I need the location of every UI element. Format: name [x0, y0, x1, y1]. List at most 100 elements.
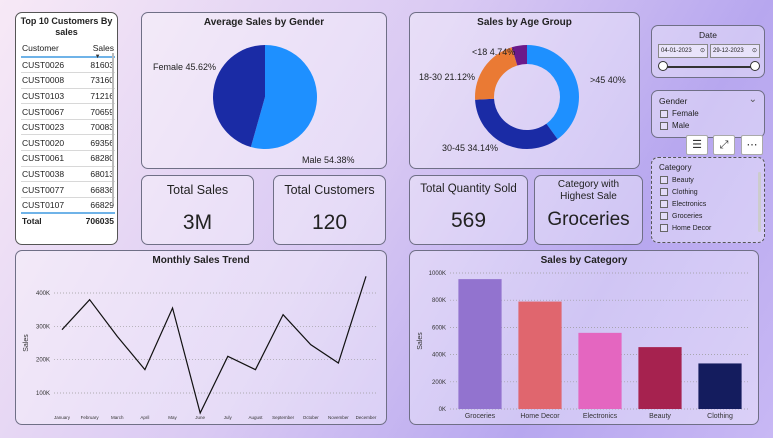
table-row[interactable]: CUST0026 81603 [21, 57, 115, 74]
sales-trend-line[interactable] [61, 276, 367, 415]
bar-clothing[interactable] [698, 363, 742, 409]
pie-slice-female[interactable] [213, 45, 265, 148]
donut-slice-30-45[interactable] [475, 98, 558, 150]
customer-sales: 81603 [76, 57, 115, 74]
category-option-home-decor[interactable]: Home Decor [660, 224, 764, 232]
kpi-total-quantity-label: Total Quantity Sold [420, 183, 517, 195]
donut-slice-over45[interactable] [527, 45, 579, 140]
checkbox[interactable] [660, 176, 668, 184]
column-header-sales[interactable]: Sales ▼ [76, 41, 115, 60]
category-scrollbar[interactable] [758, 172, 761, 232]
customer-id: CUST0077 [21, 181, 77, 198]
table-row[interactable]: CUST0107 66829 [21, 197, 115, 214]
checkbox[interactable] [660, 121, 668, 130]
gender-option-male[interactable]: Male [660, 121, 764, 130]
bar-home-decor[interactable] [518, 301, 562, 409]
customer-id: CUST0067 [21, 103, 77, 120]
x-tick-label: August [248, 415, 263, 420]
total-label: Total [21, 211, 77, 229]
y-tick-label: 800K [432, 298, 446, 304]
customer-id: CUST0061 [21, 150, 77, 167]
table-row[interactable]: CUST0023 70083 [21, 119, 115, 136]
table-total-row: Total 706035 [21, 211, 115, 229]
table-row[interactable]: CUST0038 68013 [21, 166, 115, 183]
x-tick-label: November [328, 415, 349, 420]
gender-label-male: Male 54.38% [302, 155, 355, 165]
customer-id: CUST0103 [21, 88, 77, 105]
kpi-total-sales-label: Total Sales [166, 183, 229, 197]
table-row[interactable]: CUST0103 71216 [21, 88, 115, 105]
table-row[interactable]: CUST0067 70659 [21, 103, 115, 120]
category-slicer: Category Beauty Clothing Electronics Gro… [651, 157, 765, 243]
checkbox[interactable] [660, 188, 668, 196]
donut-slice-under18[interactable] [511, 45, 527, 66]
category-option-electronics[interactable]: Electronics [660, 200, 764, 208]
age-label-30-45: 30-45 34.14% [442, 143, 498, 153]
kpi-top-category-label: Category with Highest Sale [557, 179, 620, 202]
category-option-beauty[interactable]: Beauty [660, 176, 764, 184]
gender-slicer-label: Gender [659, 96, 688, 106]
checkbox[interactable] [660, 109, 668, 118]
age-donut-svg: >45 40% 30-45 34.14% 18-30 21.12% <18 4.… [419, 45, 626, 153]
checkbox[interactable] [660, 212, 668, 220]
category-option-clothing[interactable]: Clothing [660, 188, 764, 196]
line-point[interactable] [116, 335, 119, 338]
line-point[interactable] [365, 275, 368, 278]
bar-groceries[interactable] [458, 279, 502, 409]
customer-sales: 71216 [76, 88, 115, 105]
checkbox[interactable] [660, 224, 668, 232]
table-row[interactable]: CUST0020 69356 [21, 134, 115, 152]
line-point[interactable] [143, 368, 146, 371]
table-row[interactable]: CUST0077 66836 [21, 181, 115, 198]
calendar-icon[interactable]: ⊙ [699, 48, 705, 54]
age-chart-title: Sales by Age Group [477, 17, 572, 28]
filter-icon[interactable]: ☰ [686, 135, 708, 155]
gender-option-female[interactable]: Female [660, 109, 764, 118]
line-point[interactable] [282, 313, 285, 316]
top-customers-table: Top 10 Customers By sales Customer Sales… [15, 12, 118, 245]
checkbox[interactable] [660, 200, 668, 208]
sort-desc-icon[interactable]: ▼ [94, 54, 101, 60]
x-tick-label: September [272, 415, 295, 420]
category-bar-title: Sales by Category [540, 255, 628, 266]
bar-beauty[interactable] [638, 347, 682, 409]
date-slider-track[interactable] [663, 66, 755, 68]
y-tick-label: 400K [432, 353, 446, 359]
kpi-total-quantity-value: 569 [450, 209, 487, 232]
start-date-input[interactable]: 04-01-2023 ⊙ [658, 44, 708, 58]
end-date-input[interactable]: 29-12-2023 ⊙ [710, 44, 760, 58]
customer-id: CUST0026 [21, 57, 77, 74]
calendar-icon[interactable]: ⊙ [751, 48, 757, 54]
customer-id: CUST0038 [21, 166, 77, 183]
category-slicer-label: Category [659, 163, 692, 172]
line-point[interactable] [171, 307, 174, 310]
line-point[interactable] [88, 298, 91, 301]
category-bar-chart: 0K 200K 400K 600K 800K 1000K Sales Groceries Hom… [417, 271, 750, 420]
x-tick-label: May [168, 415, 177, 420]
kpi-total-customers: Total Customers 120 [273, 175, 386, 245]
line-point[interactable] [61, 328, 64, 331]
bar-electronics[interactable] [578, 332, 622, 409]
date-slider-end-handle[interactable] [750, 61, 760, 71]
monthly-trend-title: Monthly Sales Trend [152, 255, 250, 266]
date-slider-start-handle[interactable] [658, 61, 668, 71]
customer-sales: 70659 [76, 103, 115, 120]
donut-slice-18-30[interactable] [475, 47, 518, 100]
pie-slice-male[interactable] [250, 45, 317, 149]
column-header-customer[interactable]: Customer [21, 41, 77, 58]
line-point[interactable] [226, 355, 229, 358]
kpi-total-quantity: Total Quantity Sold 569 [409, 175, 528, 245]
chevron-down-icon[interactable]: ⌄ [748, 94, 757, 105]
table-scrollbar[interactable] [112, 53, 114, 203]
x-tick-label: January [54, 415, 71, 420]
table-row[interactable]: CUST0061 68280 [21, 150, 115, 167]
kpi-total-sales-value: 3M [182, 211, 213, 234]
line-point[interactable] [309, 343, 312, 346]
y-tick-label: 1000K [429, 271, 446, 277]
category-option-groceries[interactable]: Groceries [660, 212, 764, 220]
table-row[interactable]: CUST0008 73160 [21, 72, 115, 89]
focus-mode-icon[interactable]: ⤢ [713, 135, 735, 155]
line-point[interactable] [254, 368, 257, 371]
more-options-icon[interactable]: ⋯ [741, 135, 763, 155]
line-point[interactable] [337, 362, 340, 365]
